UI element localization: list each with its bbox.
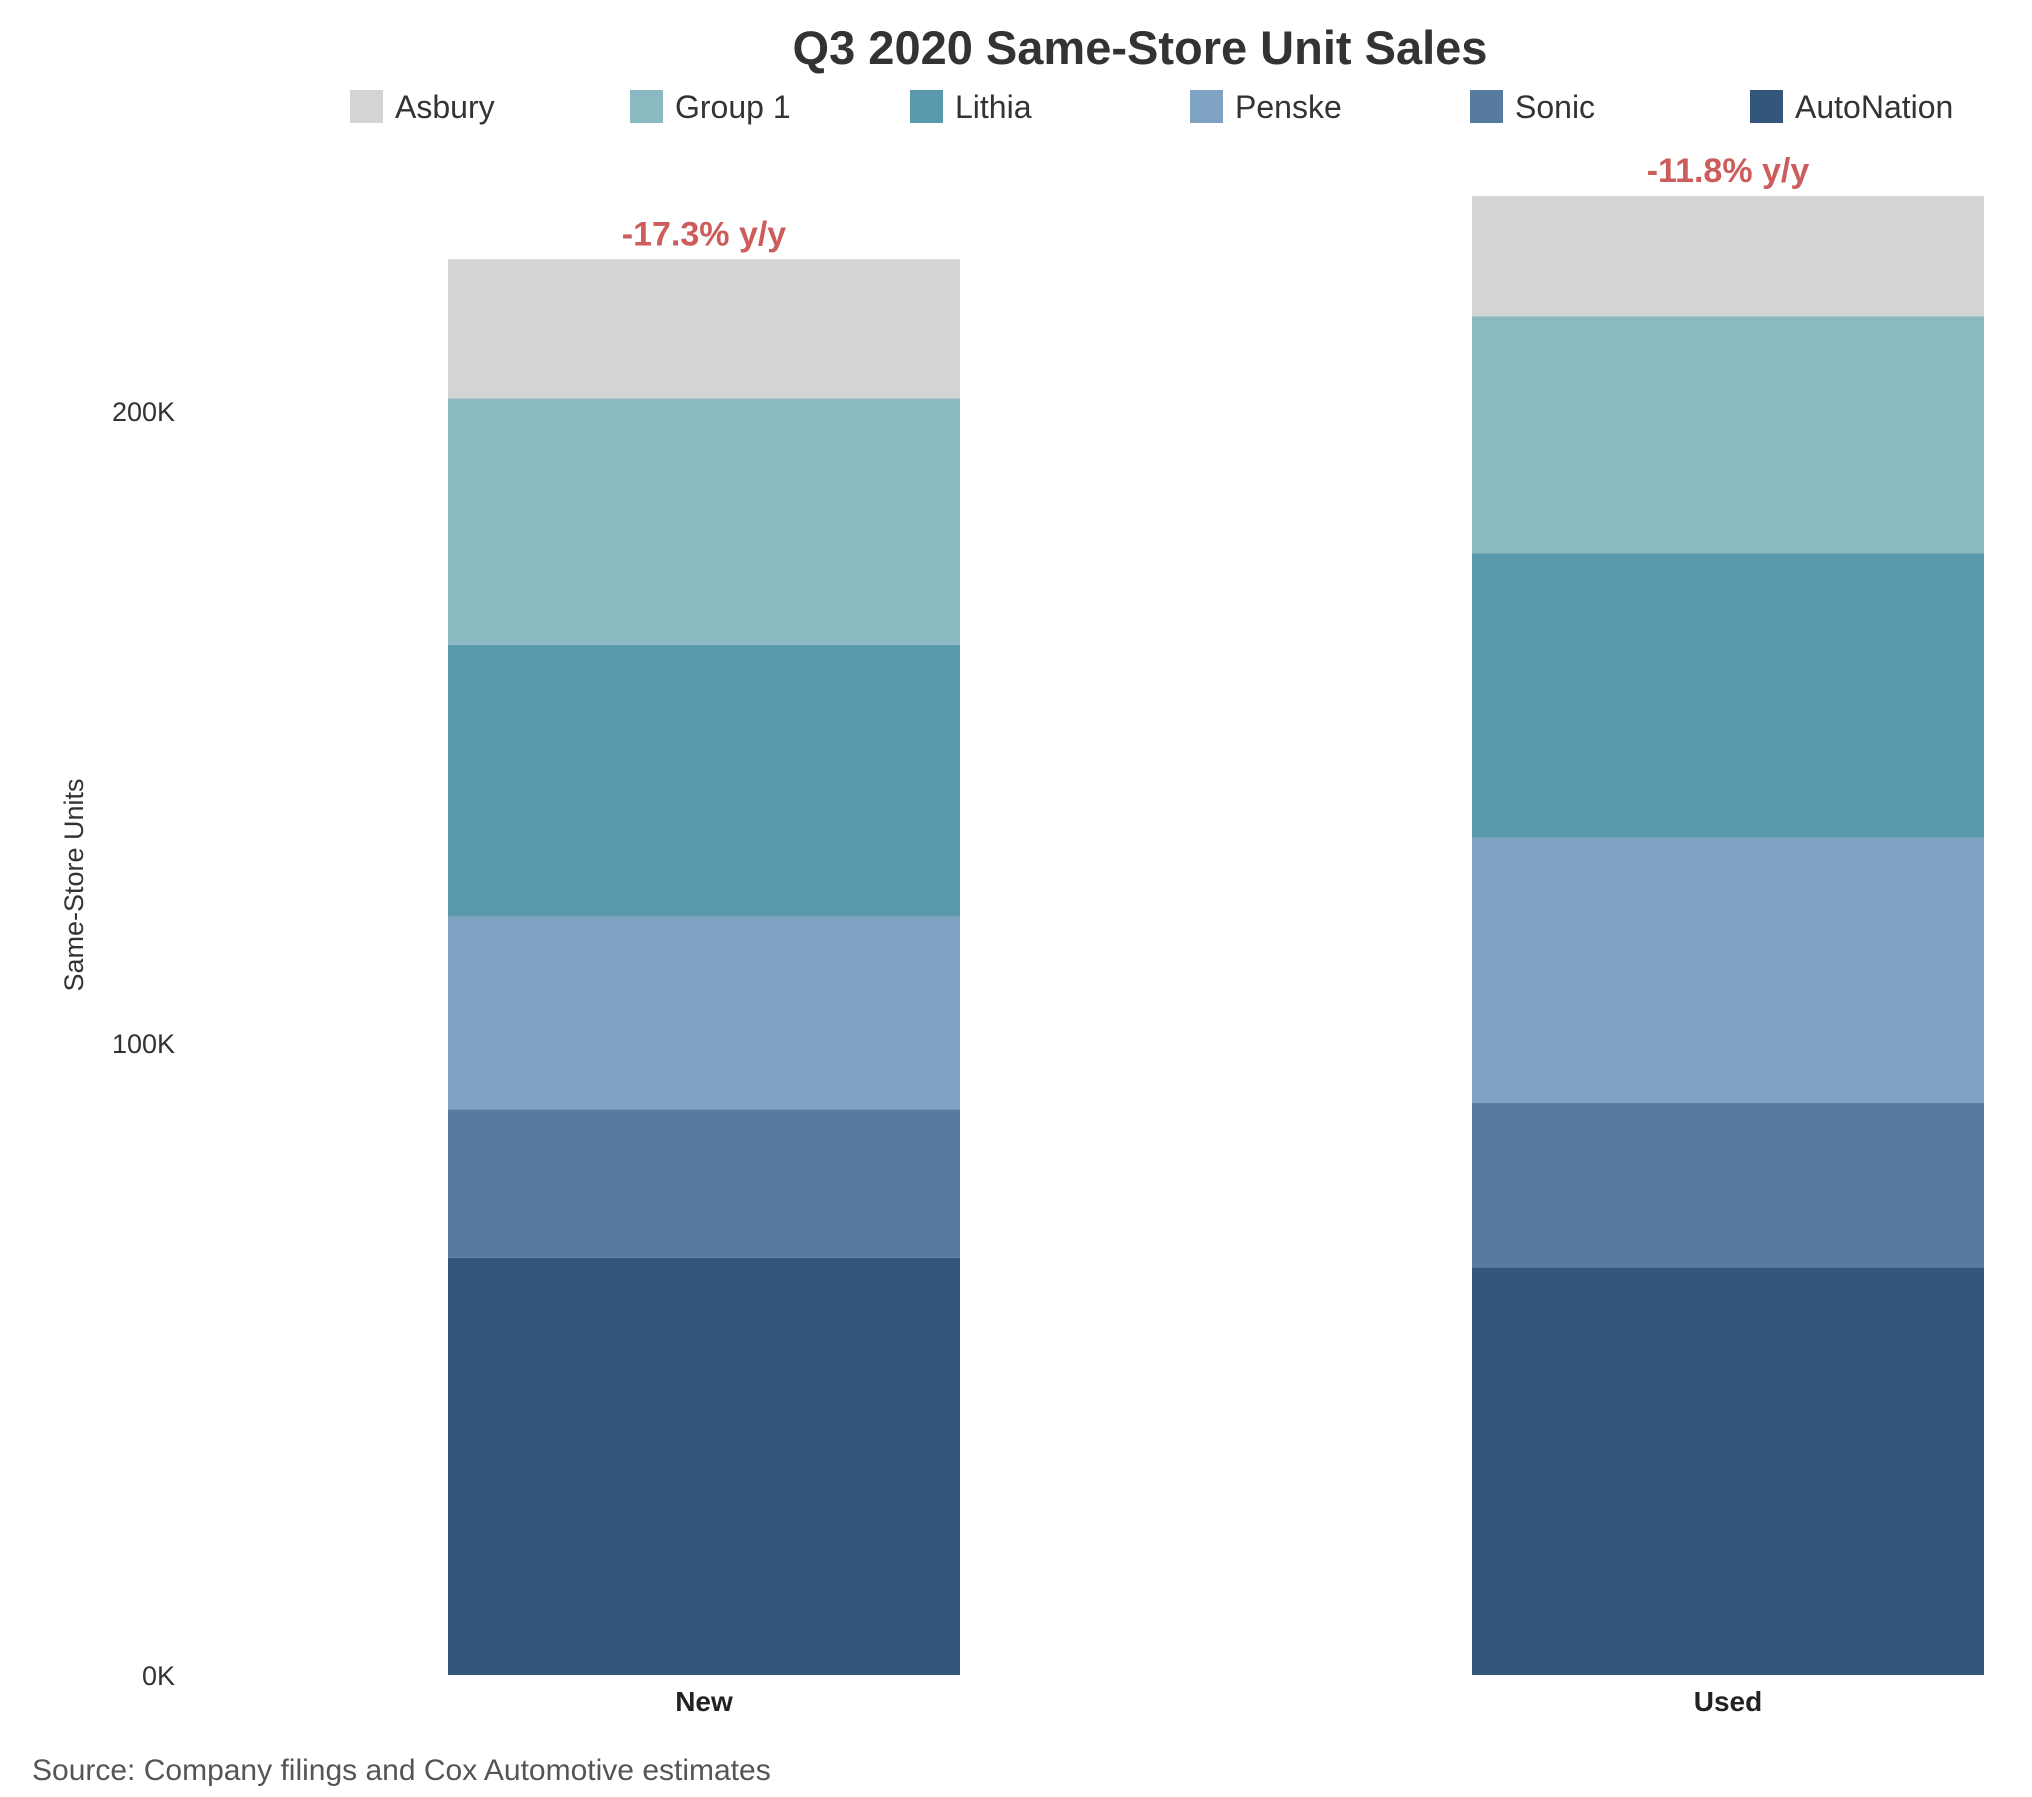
bar-segment-lithia-used: [1472, 553, 1984, 838]
y-axis-ticks: 0K 100K 200K: [112, 397, 175, 1691]
bar-segment-penske-used: [1472, 837, 1984, 1104]
legend-swatch-group-1: [630, 90, 663, 123]
y-tick-label: 200K: [112, 397, 175, 427]
y-axis-label: Same-Store Units: [59, 778, 89, 991]
bar-segment-sonic-used: [1472, 1103, 1984, 1268]
bar-segment-asbury-new: [448, 259, 960, 399]
legend: Asbury Group 1 Lithia Penske Sonic AutoNation: [350, 89, 1953, 125]
bar-segment-autonation-used: [1472, 1267, 1984, 1675]
bars: [448, 196, 1984, 1675]
legend-swatch-sonic: [1470, 90, 1503, 123]
y-tick-label: 100K: [112, 1029, 175, 1059]
x-tick-label: Used: [1694, 1686, 1762, 1717]
legend-label-autonation: AutoNation: [1795, 89, 1953, 125]
x-axis-labels: New Used: [675, 1686, 1762, 1717]
bar-segment-autonation-new: [448, 1257, 960, 1675]
legend-label-group-1: Group 1: [675, 89, 791, 125]
legend-label-lithia: Lithia: [955, 89, 1032, 125]
bar-annotations: -17.3% y/y -11.8% y/y: [622, 152, 1810, 253]
legend-swatch-penske: [1190, 90, 1223, 123]
legend-swatch-autonation: [1750, 90, 1783, 123]
legend-label-asbury: Asbury: [395, 89, 495, 125]
bar-segment-group-1-used: [1472, 316, 1984, 554]
legend-label-sonic: Sonic: [1515, 89, 1595, 125]
yoy-change-annotation: -11.8% y/y: [1647, 152, 1810, 190]
chart-title: Q3 2020 Same-Store Unit Sales: [793, 21, 1488, 74]
x-tick-label: New: [675, 1686, 733, 1717]
legend-label-penske: Penske: [1235, 89, 1342, 125]
bar-segment-asbury-used: [1472, 196, 1984, 317]
legend-swatch-asbury: [350, 90, 383, 123]
yoy-change-annotation: -17.3% y/y: [622, 215, 787, 253]
source-note: Source: Company filings and Cox Automoti…: [32, 1754, 771, 1787]
bar-segment-sonic-new: [448, 1109, 960, 1258]
y-tick-label: 0K: [142, 1661, 175, 1691]
bar-segment-lithia-new: [448, 644, 960, 917]
bar-segment-group-1-new: [448, 398, 960, 645]
bar-segment-penske-new: [448, 916, 960, 1110]
legend-swatch-lithia: [910, 90, 943, 123]
